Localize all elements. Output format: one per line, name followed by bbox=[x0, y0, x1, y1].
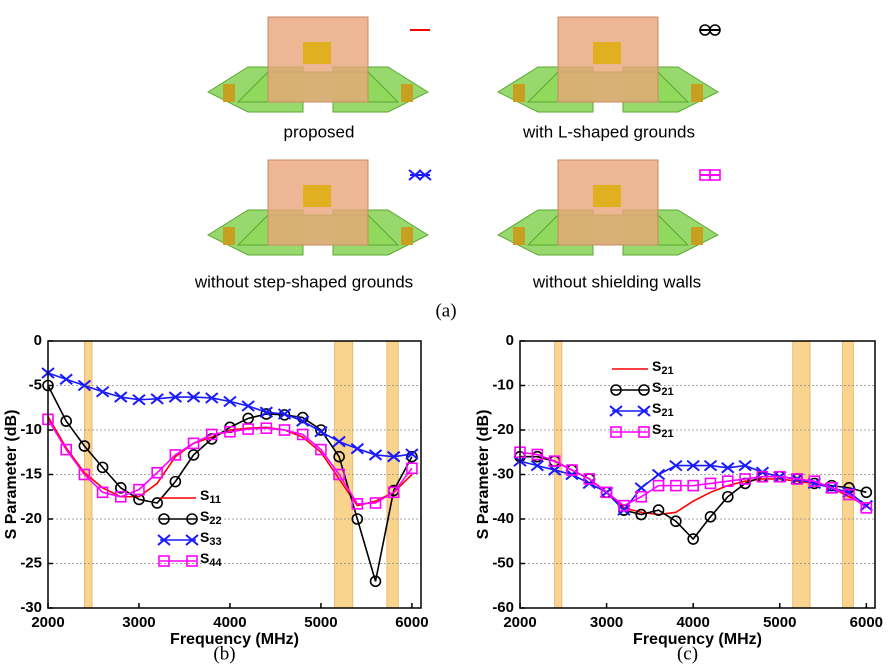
panel-caption: with L-shaped grounds bbox=[522, 122, 695, 141]
x-tick-label: 4000 bbox=[676, 614, 709, 631]
y-tick-label: -10 bbox=[20, 421, 42, 438]
y-tick-label: -20 bbox=[20, 510, 42, 527]
y-tick-label: -10 bbox=[492, 376, 514, 393]
y-tick-label: -40 bbox=[492, 510, 514, 527]
panel-caption: proposed bbox=[284, 122, 355, 141]
x-tick-label: 5000 bbox=[763, 614, 796, 631]
y-tick-label: -50 bbox=[492, 554, 514, 571]
x-tick-label: 2000 bbox=[31, 614, 64, 631]
figure: proposed with L-shaped grounds without s… bbox=[0, 0, 892, 667]
y-axis-title: S Parameter (dB) bbox=[3, 410, 20, 540]
x-tick-label: 5000 bbox=[304, 614, 337, 631]
y-tick-label: 0 bbox=[34, 332, 42, 349]
y-tick-label: -30 bbox=[492, 465, 514, 482]
y-axis-title: S Parameter (dB) bbox=[475, 410, 492, 540]
x-tick-label: 6000 bbox=[395, 614, 428, 631]
x-tick-label: 2000 bbox=[503, 614, 536, 631]
subfigure-label: (c) bbox=[677, 643, 698, 664]
panel-caption: without shielding walls bbox=[532, 272, 701, 291]
antenna-render bbox=[208, 17, 428, 112]
y-tick-label: -20 bbox=[492, 421, 514, 438]
antenna-render bbox=[498, 17, 718, 112]
y-tick-label: 0 bbox=[506, 332, 514, 349]
x-tick-label: 6000 bbox=[850, 614, 883, 631]
subfigure-label: (a) bbox=[435, 300, 456, 321]
x-tick-label: 3000 bbox=[122, 614, 155, 631]
x-tick-label: 4000 bbox=[213, 614, 246, 631]
antenna-render bbox=[498, 160, 718, 255]
subfigure-label: (b) bbox=[213, 643, 235, 664]
panel-caption: without step-shaped grounds bbox=[194, 272, 413, 291]
y-tick-label: -15 bbox=[20, 465, 42, 482]
antenna-render bbox=[208, 160, 428, 255]
y-tick-label: -5 bbox=[29, 376, 42, 393]
y-tick-label: -25 bbox=[20, 554, 42, 571]
x-tick-label: 3000 bbox=[590, 614, 623, 631]
